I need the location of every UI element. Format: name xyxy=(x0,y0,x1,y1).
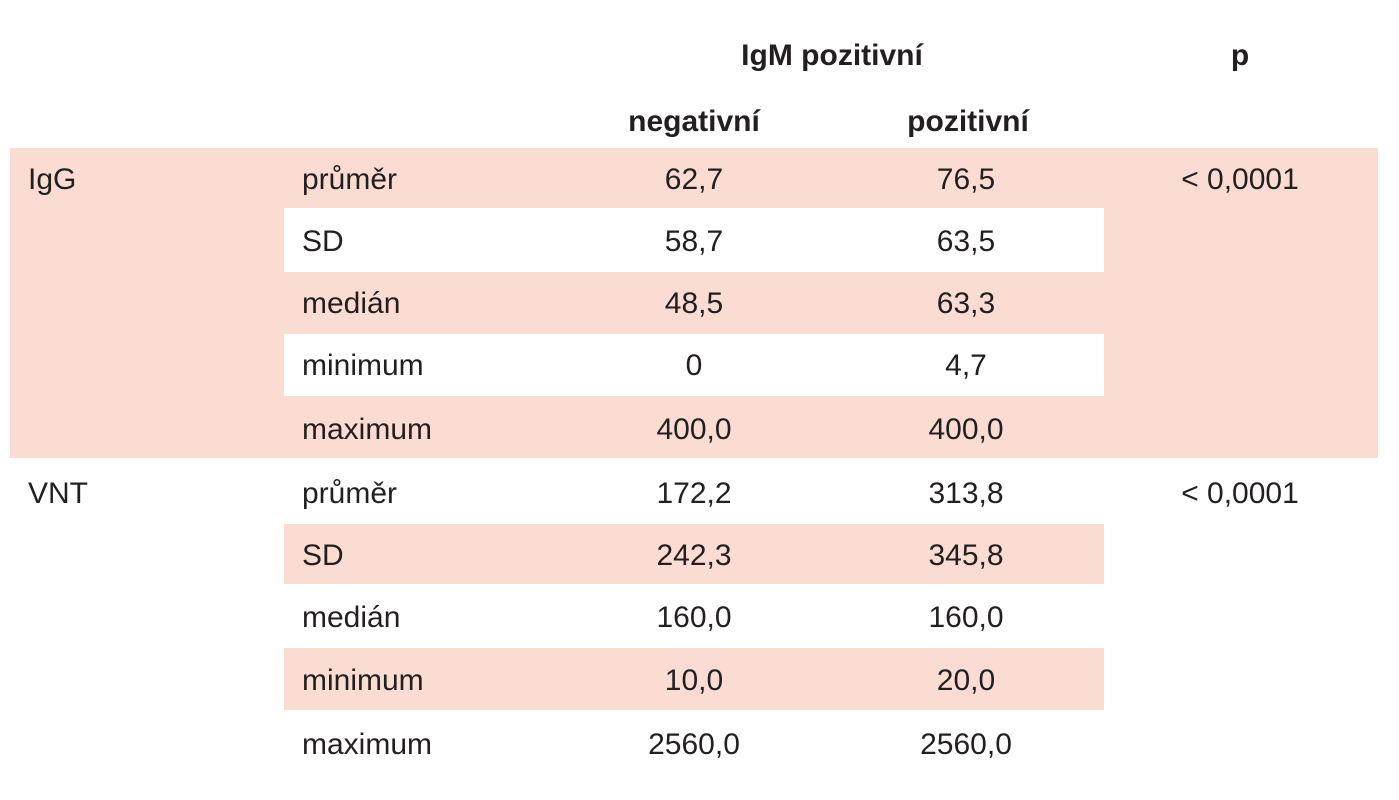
vnt-row-highlight-minimum xyxy=(284,648,1104,710)
value-positive: 63,3 xyxy=(936,287,996,320)
value-negative: 62,7 xyxy=(664,163,724,196)
header-group-title: IgM pozitivní xyxy=(741,39,923,72)
value-negative: 242,3 xyxy=(656,539,732,572)
stat-label: minimum xyxy=(302,349,424,382)
value-negative: 160,0 xyxy=(656,601,732,634)
header-negative: negativní xyxy=(628,105,760,138)
stat-label: medián xyxy=(302,601,401,634)
value-positive: 76,5 xyxy=(936,163,996,196)
stat-label: průměr xyxy=(302,163,398,196)
group-label-vnt: VNT xyxy=(28,477,88,510)
stat-label: medián xyxy=(302,287,401,320)
value-negative: 172,2 xyxy=(656,477,732,510)
header-positive: pozitivní xyxy=(907,105,1029,138)
stat-label: minimum xyxy=(302,664,424,697)
igg-row-white-minimum xyxy=(284,334,1104,396)
stat-label: SD xyxy=(302,539,344,572)
value-positive: 4,7 xyxy=(945,349,987,382)
group-label-igg: IgG xyxy=(28,163,77,196)
p-value-igg: < 0,0001 xyxy=(1181,163,1299,196)
value-positive: 20,0 xyxy=(936,664,996,697)
igg-row-white-sd xyxy=(284,208,1104,272)
value-positive: 2560,0 xyxy=(920,728,1012,761)
value-negative: 400,0 xyxy=(656,413,732,446)
value-negative: 10,0 xyxy=(664,664,724,697)
p-value-vnt: < 0,0001 xyxy=(1181,477,1299,510)
value-positive: 63,5 xyxy=(936,225,996,258)
value-negative: 58,7 xyxy=(664,225,724,258)
stat-label: maximum xyxy=(302,413,433,446)
value-negative: 2560,0 xyxy=(648,728,740,761)
value-positive: 160,0 xyxy=(928,601,1004,634)
value-negative: 48,5 xyxy=(664,287,724,320)
value-positive: 400,0 xyxy=(928,413,1004,446)
stat-label: maximum xyxy=(302,728,433,761)
stat-label: průměr xyxy=(302,477,398,510)
value-positive: 313,8 xyxy=(928,477,1004,510)
stat-label: SD xyxy=(302,225,344,258)
value-negative: 0 xyxy=(685,349,703,382)
igg-group-background xyxy=(10,148,1378,458)
header-p: p xyxy=(1230,39,1250,72)
vnt-row-highlight-sd xyxy=(284,524,1104,584)
value-positive: 345,8 xyxy=(928,539,1004,572)
